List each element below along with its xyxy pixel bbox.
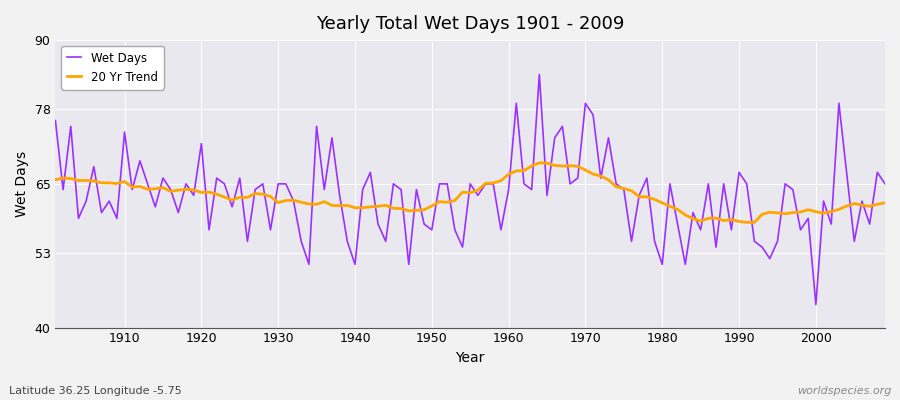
Wet Days (603, 136, 614, 140)
20 Yr Trend (50, 177, 61, 182)
20 Yr Trend (281, 198, 292, 203)
20 Yr Trend (879, 200, 890, 205)
X-axis label: Year: Year (455, 351, 485, 365)
Title: Yearly Total Wet Days 1901 - 2009: Yearly Total Wet Days 1901 - 2009 (316, 15, 625, 33)
Legend: Wet Days, 20 Yr Trend: Wet Days, 20 Yr Trend (61, 46, 164, 90)
20 Yr Trend (534, 160, 544, 165)
Line: Wet Days: Wet Days (56, 75, 885, 304)
20 Yr Trend (742, 220, 752, 225)
20 Yr Trend (327, 203, 338, 208)
Wet Days (534, 72, 544, 77)
Wet Days (50, 118, 61, 123)
20 Yr Trend (112, 181, 122, 186)
20 Yr Trend (603, 178, 614, 182)
Wet Days (503, 187, 514, 192)
20 Yr Trend (496, 178, 507, 183)
20 Yr Trend (503, 172, 514, 177)
Y-axis label: Wet Days: Wet Days (15, 151, 29, 217)
Line: 20 Yr Trend: 20 Yr Trend (56, 163, 885, 222)
Wet Days (811, 302, 822, 307)
Wet Days (281, 182, 292, 186)
Wet Days (879, 182, 890, 186)
Wet Days (496, 228, 507, 232)
Wet Days (327, 136, 338, 140)
Wet Days (112, 216, 122, 221)
Text: Latitude 36.25 Longitude -5.75: Latitude 36.25 Longitude -5.75 (9, 386, 182, 396)
Text: worldspecies.org: worldspecies.org (796, 386, 891, 396)
